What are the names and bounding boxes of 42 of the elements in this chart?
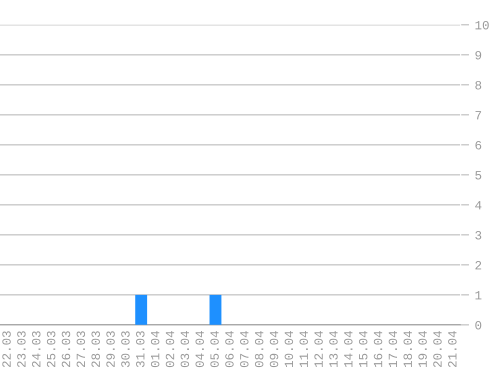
y-tick-label: 10 xyxy=(475,20,489,30)
x-tick-label: 23.03 xyxy=(17,331,26,368)
x-tick-label: 26.03 xyxy=(62,331,70,368)
x-tick-label: 30.03 xyxy=(121,331,130,368)
y-tick-label: 6 xyxy=(475,140,482,150)
y-tick-label: 8 xyxy=(475,80,482,90)
y-tick-label: 3 xyxy=(475,231,482,240)
x-tick-label: 14.04 xyxy=(344,331,353,368)
x-tick-label: 04.04 xyxy=(195,331,204,368)
x-tick-label: 28.03 xyxy=(91,331,100,368)
x-tick-label: 05.04 xyxy=(210,331,219,368)
y-tick-label: 1 xyxy=(475,291,482,300)
x-tick-label: 22.03 xyxy=(2,331,11,368)
x-tick-label: 17.04 xyxy=(388,331,398,368)
y-tick-label: 0 xyxy=(475,321,482,330)
x-tick-label: 24.03 xyxy=(32,331,41,368)
y-tick-label: 9 xyxy=(475,50,482,60)
x-tick-label: 06.04 xyxy=(225,331,234,368)
x-tick-label: 19.04 xyxy=(418,331,427,368)
x-tick-label: 18.04 xyxy=(404,331,412,368)
x-tick-label: 07.04 xyxy=(240,331,249,368)
y-tick-label: 5 xyxy=(475,171,482,180)
x-tick-label: 20.04 xyxy=(433,331,442,368)
y-tick-label: 4 xyxy=(475,201,482,210)
x-tick-label: 15.04 xyxy=(358,331,368,368)
x-tick-label: 09.04 xyxy=(270,331,278,368)
x-tick-label: 03.04 xyxy=(180,331,190,368)
x-tick-label: 13.04 xyxy=(329,331,338,368)
x-tick-label: 02.04 xyxy=(166,331,174,368)
y-tick-label: 7 xyxy=(476,111,482,120)
x-tick-label: 08.04 xyxy=(254,331,264,368)
x-tick-label: 11.04 xyxy=(299,331,308,368)
x-tick-label: 12.04 xyxy=(314,331,323,368)
y-tick-label: 2 xyxy=(475,261,482,270)
x-tick-label: 25.03 xyxy=(46,331,56,368)
x-tick-label: 01.04 xyxy=(150,331,160,368)
x-tick-label: 10.04 xyxy=(284,331,294,368)
x-tick-label: 31.03 xyxy=(136,331,145,368)
x-tick-label: 16.04 xyxy=(374,331,382,368)
x-tick-label: 21.04 xyxy=(448,331,457,368)
x-tick-label: 27.03 xyxy=(76,331,86,368)
x-tick-label: 29.03 xyxy=(106,331,115,368)
